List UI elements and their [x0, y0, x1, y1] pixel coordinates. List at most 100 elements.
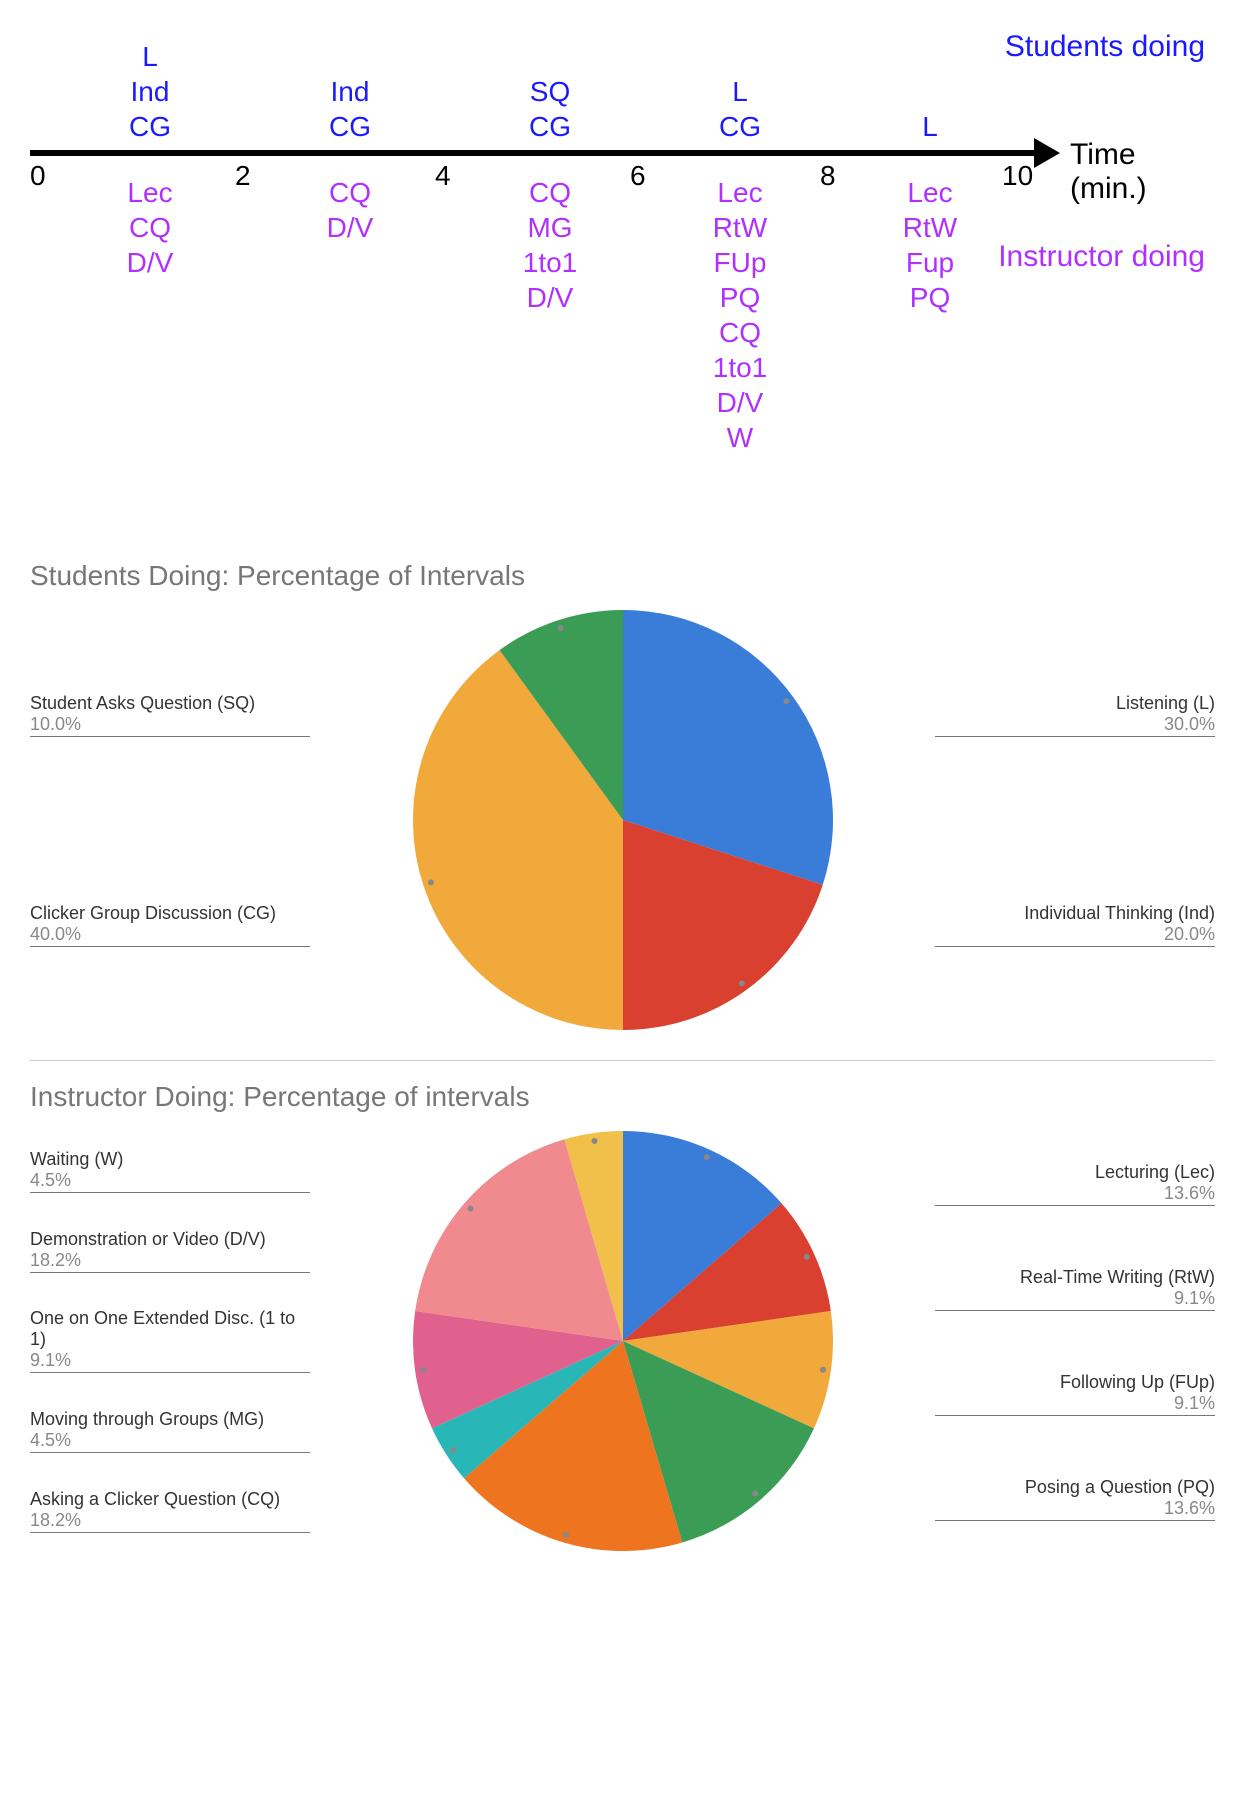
slice-percent: 30.0% [935, 714, 1215, 735]
instructor-code: D/V [50, 245, 250, 280]
instructor-pie-title: Instructor Doing: Percentage of interval… [30, 1081, 1215, 1113]
students-codes-column: SQCG [450, 74, 650, 144]
instructor-code: PQ [640, 280, 840, 315]
student-code: Ind [50, 74, 250, 109]
instructor-code: 1to1 [450, 245, 650, 280]
section-divider [30, 1060, 1215, 1061]
instructor-pie-section: Instructor Doing: Percentage of interval… [30, 1081, 1215, 1551]
slice-percent: 9.1% [30, 1350, 310, 1371]
slice-name: Listening (L) [935, 693, 1215, 714]
slice-marker-icon [803, 1254, 809, 1260]
instructor-code: MG [450, 210, 650, 245]
students-codes-column: L [830, 109, 1030, 144]
slice-name: Demonstration or Video (D/V) [30, 1229, 310, 1250]
instructor-code: CQ [640, 315, 840, 350]
timeline-arrow-icon [1034, 138, 1060, 168]
slice-name: Following Up (FUp) [935, 1372, 1215, 1393]
student-code: L [640, 74, 840, 109]
slice-percent: 9.1% [935, 1288, 1215, 1309]
instructor-codes-column: LecRtWFUpPQCQ1to1D/VW [640, 175, 840, 455]
instructor-slice-label: One on One Extended Disc. (1 to 1)9.1% [30, 1308, 310, 1373]
slice-percent: 9.1% [935, 1393, 1215, 1414]
timeline-axis [30, 150, 1040, 156]
slice-marker-icon [557, 625, 563, 631]
instructor-pie-chart [413, 1131, 833, 1551]
instructor-code: 1to1 [640, 350, 840, 385]
timeline-tick: 0 [30, 160, 46, 192]
slice-percent: 18.2% [30, 1510, 310, 1531]
slice-marker-icon [562, 1532, 568, 1538]
slice-marker-icon [819, 1367, 825, 1373]
slice-marker-icon [591, 1138, 597, 1144]
student-code: CG [50, 109, 250, 144]
student-code: Ind [250, 74, 450, 109]
instructor-code: CQ [450, 175, 650, 210]
student-code: CG [640, 109, 840, 144]
slice-marker-icon [752, 1491, 758, 1497]
time-axis-label: Time (min.) [1070, 138, 1215, 206]
instructor-code: W [640, 420, 840, 455]
slice-name: Waiting (W) [30, 1149, 310, 1170]
slice-name: Asking a Clicker Question (CQ) [30, 1489, 310, 1510]
slice-percent: 4.5% [30, 1170, 310, 1191]
instructor-slice-label: Asking a Clicker Question (CQ)18.2% [30, 1489, 310, 1533]
students-doing-heading: Students doing [1005, 30, 1205, 64]
slice-name: Lecturing (Lec) [935, 1162, 1215, 1183]
slice-percent: 20.0% [935, 924, 1215, 945]
instructor-code: RtW [830, 210, 1030, 245]
instructor-slice-label: Following Up (FUp)9.1% [935, 1372, 1215, 1416]
slice-percent: 13.6% [935, 1498, 1215, 1519]
instructor-codes-column: LecRtWFupPQ [830, 175, 1030, 315]
students-slice-label: Clicker Group Discussion (CG)40.0% [30, 903, 310, 947]
slice-name: Student Asks Question (SQ) [30, 693, 310, 714]
students-codes-column: LCG [640, 74, 840, 144]
slice-marker-icon [427, 879, 433, 885]
instructor-code: Lec [50, 175, 250, 210]
student-code: CG [250, 109, 450, 144]
slice-name: Real-Time Writing (RtW) [935, 1267, 1215, 1288]
instructor-slice-label: Posing a Question (PQ)13.6% [935, 1477, 1215, 1521]
student-code: SQ [450, 74, 650, 109]
instructor-code: Fup [830, 245, 1030, 280]
timeline-diagram: Students doing Time (min.) Instructor do… [30, 20, 1215, 500]
slice-percent: 18.2% [30, 1250, 310, 1271]
instructor-code: CQ [250, 175, 450, 210]
instructor-code: D/V [640, 385, 840, 420]
instructor-codes-column: CQMG1to1D/V [450, 175, 650, 315]
slice-name: One on One Extended Disc. (1 to 1) [30, 1308, 310, 1350]
students-pie-section: Students Doing: Percentage of Intervals … [30, 560, 1215, 1030]
instructor-slice-label: Waiting (W)4.5% [30, 1149, 310, 1193]
students-slice-label: Individual Thinking (Ind)20.0% [935, 903, 1215, 947]
instructor-code: PQ [830, 280, 1030, 315]
students-codes-column: IndCG [250, 74, 450, 144]
students-slice-label: Listening (L)30.0% [935, 693, 1215, 737]
students-pie-chart [413, 610, 833, 1030]
slice-percent: 13.6% [935, 1183, 1215, 1204]
instructor-code: CQ [50, 210, 250, 245]
students-pie-title: Students Doing: Percentage of Intervals [30, 560, 1215, 592]
slice-name: Individual Thinking (Ind) [935, 903, 1215, 924]
instructor-slice-label: Moving through Groups (MG)4.5% [30, 1409, 310, 1453]
student-code: CG [450, 109, 650, 144]
instructor-code: RtW [640, 210, 840, 245]
slice-name: Moving through Groups (MG) [30, 1409, 310, 1430]
instructor-slice-label: Real-Time Writing (RtW)9.1% [935, 1267, 1215, 1311]
students-slice-label: Student Asks Question (SQ)10.0% [30, 693, 310, 737]
slice-percent: 4.5% [30, 1430, 310, 1451]
instructor-codes-column: LecCQD/V [50, 175, 250, 280]
slice-marker-icon [783, 698, 789, 704]
slice-percent: 10.0% [30, 714, 310, 735]
student-code: L [830, 109, 1030, 144]
instructor-code: D/V [250, 210, 450, 245]
instructor-code: D/V [450, 280, 650, 315]
slice-percent: 40.0% [30, 924, 310, 945]
instructor-codes-column: CQD/V [250, 175, 450, 245]
instructor-slice-label: Demonstration or Video (D/V)18.2% [30, 1229, 310, 1273]
student-code: L [50, 39, 250, 74]
slice-name: Clicker Group Discussion (CG) [30, 903, 310, 924]
students-codes-column: LIndCG [50, 39, 250, 144]
slice-marker-icon [703, 1154, 709, 1160]
slice-name: Posing a Question (PQ) [935, 1477, 1215, 1498]
instructor-code: FUp [640, 245, 840, 280]
slice-marker-icon [450, 1447, 456, 1453]
